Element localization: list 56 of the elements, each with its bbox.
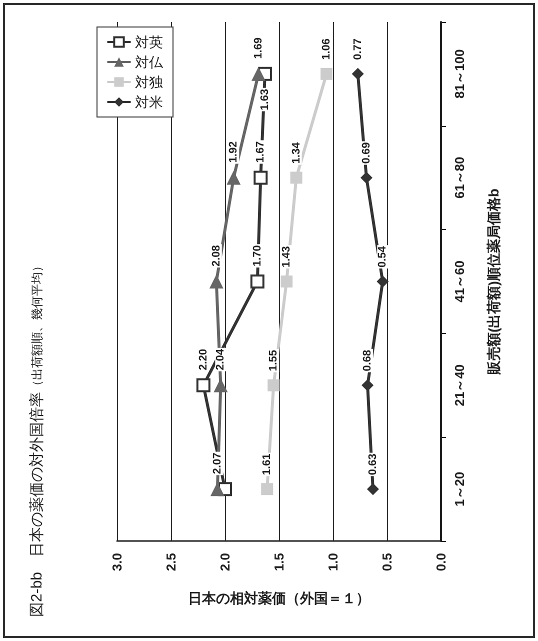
data-label: 1.69	[252, 37, 264, 59]
point	[360, 172, 372, 184]
data-label: 0.69	[360, 142, 372, 164]
point	[261, 483, 274, 496]
y-tick-label: 81～100	[452, 49, 467, 98]
point	[196, 378, 210, 392]
point	[254, 170, 268, 185]
point	[376, 276, 389, 288]
data-label: 2.20	[197, 348, 210, 370]
text: 図2-bb 日本の薬価の対外国倍率	[28, 392, 46, 617]
data-label: 2.08	[210, 245, 222, 266]
x-tick-label: 2.0	[218, 553, 232, 572]
point	[352, 68, 364, 80]
point	[280, 276, 293, 288]
data-label: 0.63	[366, 454, 379, 476]
data-label: 1.61	[261, 454, 274, 476]
x-tick-label: 1.5	[272, 553, 286, 572]
data-label: 1.34	[290, 141, 302, 164]
y-tick-label: 1～20	[452, 472, 467, 506]
data-label: 1.70	[251, 245, 264, 266]
data-label: 0.54	[376, 245, 389, 268]
data-label: 1.67	[254, 141, 267, 163]
data-label: 1.55	[268, 350, 280, 372]
data-label: 1.43	[280, 246, 293, 268]
point	[251, 66, 266, 81]
y-tick-label: 41～60	[452, 260, 467, 302]
point	[362, 379, 374, 392]
legend-label: 対仏	[135, 54, 164, 70]
point	[226, 170, 241, 185]
data-label: 0.77	[352, 38, 364, 60]
data-label: 1.92	[228, 141, 240, 163]
x-axis-title: 日本の相対薬価（外国＝１）	[188, 590, 370, 606]
point	[290, 172, 302, 184]
y-tick-label: 21～40	[452, 364, 467, 406]
y-axis-title: 販売額(出荷額)順位薬局価格b	[486, 188, 502, 376]
x-tick-label: 0.5	[380, 553, 394, 572]
data-label: 1.63	[258, 88, 271, 110]
data-label: 2.07	[211, 452, 224, 474]
point	[209, 274, 224, 288]
data-label: 0.68	[362, 350, 374, 372]
legend-label: 対米	[135, 94, 163, 110]
x-tick-label: 0.0	[434, 553, 448, 572]
point	[268, 379, 280, 392]
text: （出荷額順、幾何平均）	[30, 260, 44, 392]
data-label: 2.04	[214, 348, 227, 370]
x-tick-label: 1.0	[326, 553, 340, 572]
point	[210, 482, 224, 496]
y-tick-label: 61～80	[452, 156, 467, 199]
x-tick-label: 3.0	[110, 553, 124, 572]
point	[250, 274, 264, 288]
data-label: 1.06	[320, 38, 333, 60]
point	[366, 483, 379, 496]
legend-label: 対独	[135, 74, 163, 90]
point	[320, 68, 333, 80]
x-tick-label: 2.5	[164, 553, 178, 572]
legend-label: 対英	[135, 34, 163, 50]
